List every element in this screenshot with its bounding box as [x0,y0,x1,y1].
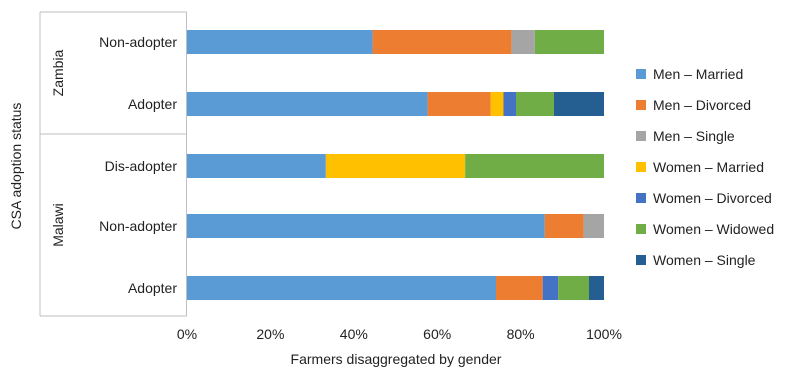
category-label: Non-adopter [99,34,177,50]
legend-item: Women – Married [636,159,764,175]
category-label: Adopter [128,96,177,112]
x-tick-label: 60% [423,326,451,342]
category-label: Dis-adopter [105,158,178,174]
legend-label: Men – Married [653,66,743,82]
plot-area [187,30,604,300]
legend-item: Women – Single [636,252,756,268]
bar-segment [516,92,554,116]
bar-segment [372,30,512,54]
bar-segment [534,30,604,54]
group-label: Malawi [50,203,66,247]
category-label: Adopter [128,280,177,296]
bar-segment [496,276,543,300]
x-tick-label: 40% [340,326,368,342]
bar-segment [544,214,584,238]
legend-item: Women – Divorced [636,190,772,206]
bar-segment [558,276,589,300]
legend-swatch [636,131,646,141]
bar-segment [325,154,466,178]
bar-segment [187,214,545,238]
legend-swatch [636,69,646,79]
legend-swatch [636,162,646,172]
x-tick-label: 0% [177,326,197,342]
bar-segment [553,92,604,116]
legend-item: Women – Widowed [636,221,774,237]
x-tick-label: 100% [586,326,622,342]
category-axis: Non-adopter Adopter Dis-adopter Non-adopter… [39,11,187,317]
x-tick-label: 20% [256,326,284,342]
legend-label: Men – Single [653,128,735,144]
bar-segment [427,92,491,116]
legend-item: Men – Single [636,128,735,144]
bar-segment [187,92,428,116]
bar-segment [187,30,373,54]
bar-segment [465,154,604,178]
x-axis-ticks: 0% 20% 40% 60% 80% 100% [177,326,622,342]
bar-segment [490,92,504,116]
legend-swatch [636,193,646,203]
x-tick-label: 80% [507,326,535,342]
x-axis-title: Farmers disaggregated by gender [291,351,502,367]
bar-segment [187,276,496,300]
legend-label: Women – Married [653,159,764,175]
bar-segment [542,276,559,300]
legend-swatch [636,100,646,110]
group-label: Zambia [50,49,66,96]
bar-segment [511,30,535,54]
legend: Men – Married Men – Divorced Men – Single W… [636,66,774,268]
legend-label: Women – Single [653,252,756,268]
y-axis-title: CSA adoption status [8,103,24,230]
legend-label: Women – Divorced [653,190,772,206]
bar-segment [588,276,604,300]
legend-label: Women – Widowed [653,221,774,237]
bar-segment [503,92,517,116]
bar-segment [187,154,326,178]
legend-swatch [636,224,646,234]
legend-item: Men – Married [636,66,743,82]
legend-label: Men – Divorced [653,97,751,113]
legend-item: Men – Divorced [636,97,751,113]
legend-swatch [636,255,646,265]
bar-segment [583,214,604,238]
category-label: Non-adopter [99,218,177,234]
